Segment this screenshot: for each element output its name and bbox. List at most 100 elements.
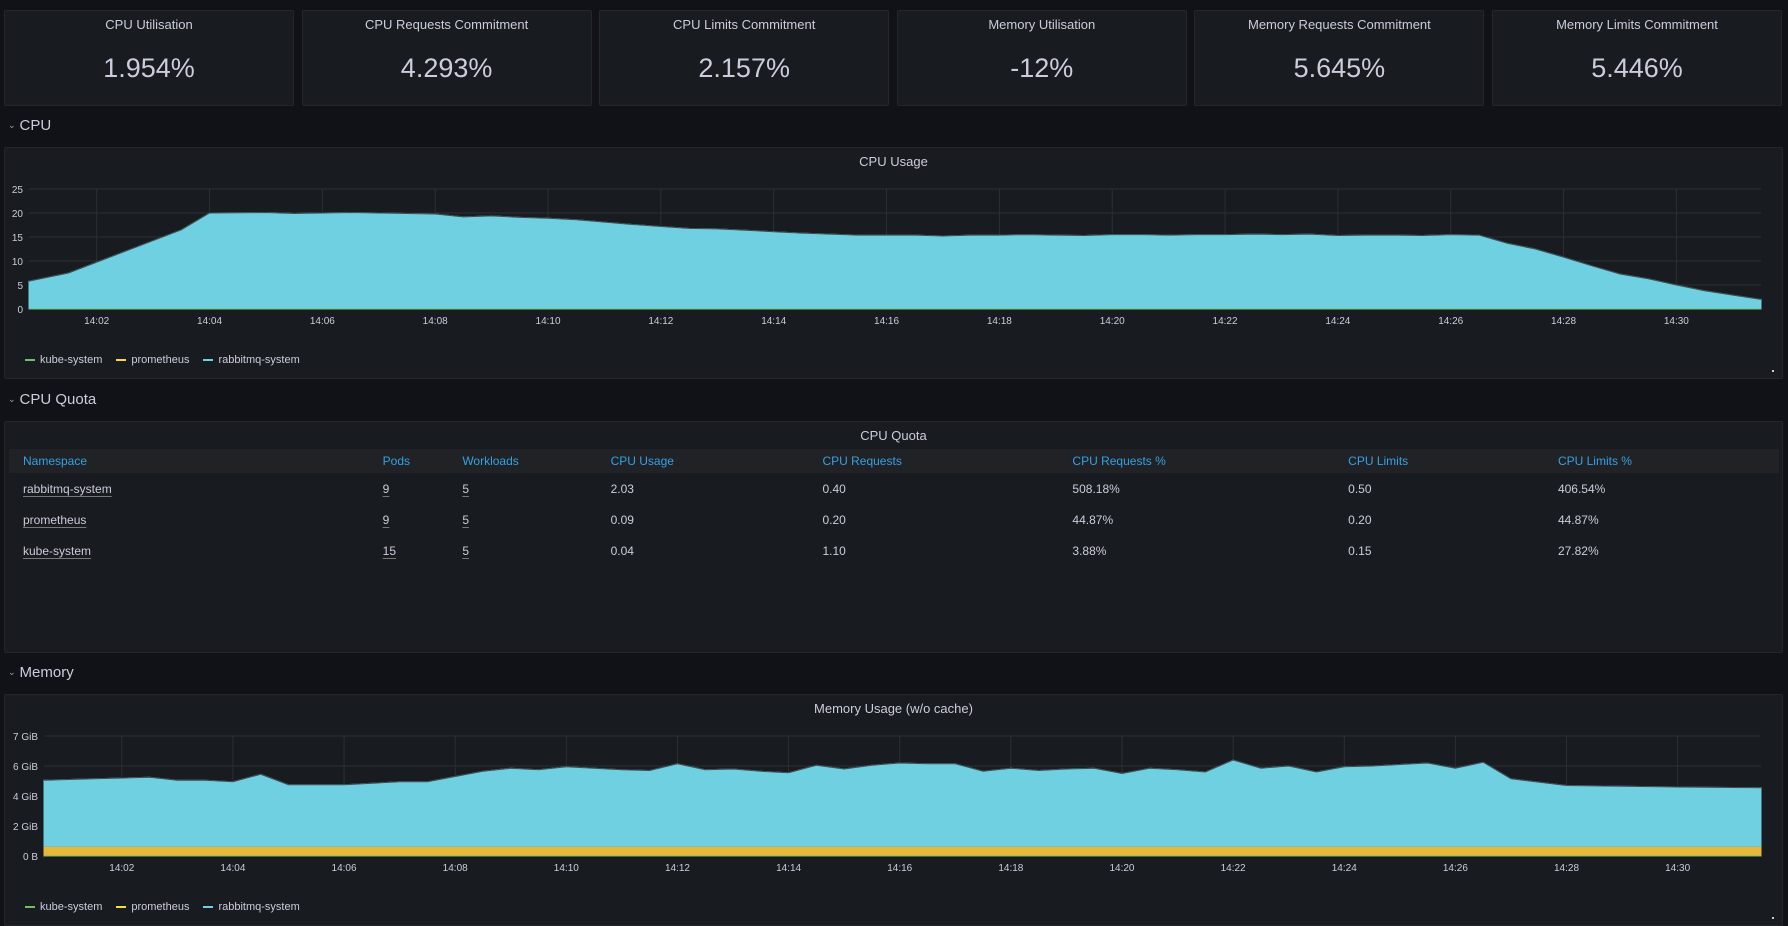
row-title-memory: Memory	[19, 664, 74, 681]
y-tick-label: 5	[17, 281, 23, 292]
cpu-usage-legend: kube-system prometheus rabbitmq-system	[25, 354, 300, 366]
series-area-prometheus	[43, 845, 1762, 857]
table-row: rabbitmq-system 9 5 2.03 0.40 508.18% 0.50 406.…	[9, 473, 1779, 504]
legend-item[interactable]: prometheus	[116, 354, 189, 366]
legend-label: rabbitmq-system	[218, 354, 300, 366]
legend-swatch	[116, 359, 127, 361]
stat-panel: CPU Limits Commitment 2.157%	[599, 10, 890, 106]
row-header-cpu-quota[interactable]: ⌄ CPU Quota	[8, 391, 96, 408]
y-tick-label: 2 GiB	[13, 822, 38, 833]
table-cell: rabbitmq-system	[9, 473, 369, 504]
cell-link[interactable]: 15	[382, 543, 396, 558]
column-header[interactable]: CPU Limits %	[1543, 449, 1779, 473]
cell-link[interactable]: 5	[462, 543, 469, 558]
series-area-rabbitmq-system	[28, 212, 1762, 310]
y-tick-label: 25	[12, 185, 24, 196]
legend-label: prometheus	[131, 901, 190, 913]
cpu-usage-chart[interactable]: 0 5 10 15 20 25 14:02 14:04 14:06 14:08 14:10 14:12…	[5, 173, 1784, 363]
resize-handle[interactable]	[1772, 917, 1774, 919]
stat-panel: Memory Requests Commitment 5.645%	[1194, 10, 1485, 106]
legend-item[interactable]: kube-system	[25, 901, 102, 913]
table-cell: 0.50	[1334, 473, 1544, 504]
cell-link[interactable]: prometheus	[23, 512, 87, 527]
cell-link[interactable]: 9	[382, 481, 390, 496]
table-cell: 15	[369, 535, 449, 566]
x-tick-label: 14:16	[874, 316, 899, 327]
cell-value: 44.87%	[1557, 512, 1599, 527]
x-tick-label: 14:22	[1213, 316, 1238, 327]
table-cell: 2.03	[597, 473, 809, 504]
cell-value: 2.03	[610, 481, 634, 496]
stat-title: CPU Utilisation	[105, 17, 193, 32]
x-tick-label: 14:18	[998, 863, 1023, 874]
stat-panel: CPU Utilisation 1.954%	[4, 10, 294, 106]
x-tick-label: 14:02	[109, 863, 134, 874]
x-tick-label: 14:06	[310, 316, 335, 327]
table-row: prometheus 9 5 0.09 0.20 44.87% 0.20 44.87%	[9, 504, 1779, 535]
x-tick-label: 14:16	[887, 863, 912, 874]
resize-handle[interactable]	[1772, 370, 1774, 372]
cell-link[interactable]: 5	[462, 481, 469, 496]
table-cell: 0.15	[1334, 535, 1544, 566]
legend-swatch	[203, 359, 214, 361]
legend-item[interactable]: prometheus	[116, 901, 189, 913]
cell-value: 0.40	[822, 481, 846, 496]
stat-value: 5.446%	[1591, 53, 1683, 83]
cell-link[interactable]: rabbitmq-system	[23, 481, 112, 496]
x-tick-label: 14:24	[1325, 316, 1350, 327]
x-tick-label: 14:20	[1100, 316, 1125, 327]
row-header-memory[interactable]: ⌄ Memory	[8, 664, 74, 681]
table-cell: 5	[448, 535, 596, 566]
x-tick-label: 14:28	[1551, 316, 1576, 327]
column-header[interactable]: CPU Requests %	[1058, 449, 1335, 473]
stat-value: 4.293%	[400, 53, 493, 83]
y-tick-label: 4 GiB	[13, 792, 38, 803]
series-line-rabbitmq-system	[28, 212, 1762, 300]
legend-item[interactable]: rabbitmq-system	[203, 901, 300, 913]
stat-value: -12%	[1010, 53, 1074, 83]
chevron-down-icon: ⌄	[8, 667, 16, 677]
x-tick-label: 14:14	[761, 316, 786, 327]
cell-value: 3.88%	[1072, 543, 1107, 558]
column-header[interactable]: Workloads	[448, 449, 597, 473]
table-cell: 3.88%	[1058, 535, 1334, 566]
column-header[interactable]: CPU Requests	[808, 449, 1059, 473]
stat-panel: CPU Requests Commitment 4.293%	[301, 10, 592, 106]
column-header[interactable]: Pods	[368, 449, 449, 473]
cell-link[interactable]: 5	[462, 512, 469, 527]
legend-item[interactable]: kube-system	[25, 354, 102, 366]
stat-title: Memory Requests Commitment	[1248, 17, 1431, 32]
cell-value: 1.10	[822, 543, 846, 558]
table-cell: 1.10	[808, 535, 1058, 566]
cell-value: 0.04	[610, 543, 634, 558]
legend-item[interactable]: rabbitmq-system	[203, 354, 300, 366]
stat-panel: Memory Utilisation -12%	[896, 10, 1187, 106]
row-header-cpu[interactable]: ⌄ CPU	[8, 117, 51, 134]
table-cell: kube-system	[9, 535, 369, 566]
table-cell: 44.87%	[1058, 504, 1334, 535]
stat-title: Memory Limits Commitment	[1556, 17, 1718, 32]
cpu-quota-table: Namespace Pods Workloads CPU Usage CPU Reque…	[9, 449, 1779, 566]
column-header[interactable]: CPU Usage	[596, 449, 809, 473]
cell-value: 508.18%	[1072, 481, 1120, 496]
legend-swatch	[203, 906, 214, 908]
cell-link[interactable]: kube-system	[23, 543, 92, 558]
y-tick-label: 20	[12, 209, 24, 220]
x-tick-label: 14:26	[1438, 316, 1463, 327]
row-title-cpu: CPU	[19, 117, 52, 134]
x-tick-label: 14:26	[1443, 863, 1468, 874]
column-header[interactable]: CPU Limits	[1334, 449, 1544, 473]
legend-label: kube-system	[40, 354, 103, 366]
cell-link[interactable]: 9	[382, 512, 390, 527]
table-cell: prometheus	[9, 504, 369, 535]
legend-label: prometheus	[131, 354, 190, 366]
x-tick-label: 14:04	[197, 316, 222, 327]
cpu-usage-panel: CPU Usage 0 5 10 15 20 25 14:02 14:04 14:06 14:08…	[4, 147, 1783, 379]
column-header[interactable]: Namespace	[9, 449, 369, 473]
x-tick-label: 14:14	[776, 863, 801, 874]
table-cell: 508.18%	[1058, 473, 1334, 504]
x-tick-label: 14:08	[423, 316, 448, 327]
x-tick-label: 14:06	[332, 863, 357, 874]
x-tick-label: 14:30	[1665, 863, 1690, 874]
memory-usage-chart[interactable]: 0 B 2 GiB 4 GiB 6 GiB 7 GiB 14:02 14:04 14:06 14…	[5, 720, 1784, 910]
